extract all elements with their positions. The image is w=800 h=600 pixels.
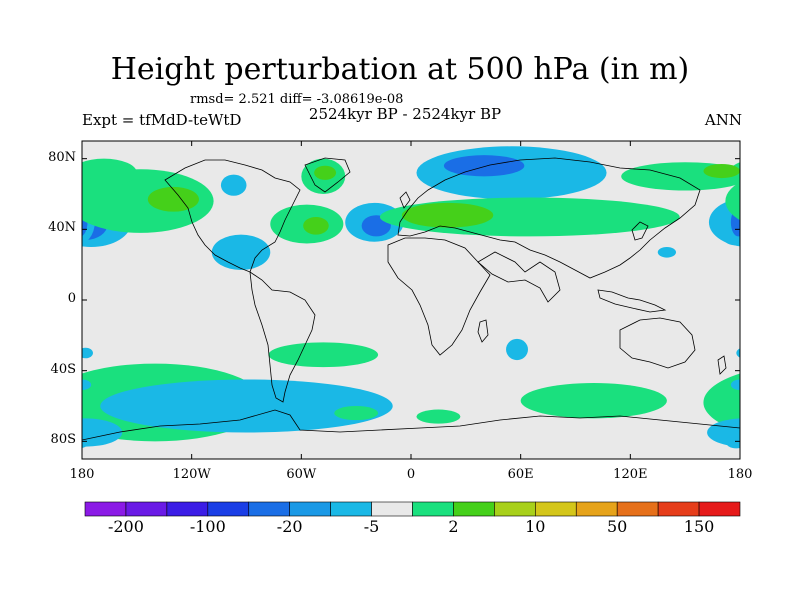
coastline-south-america (249, 271, 316, 403)
colorbar-swatch (575, 501, 618, 517)
anomaly-east-asia-positive (82, 169, 92, 184)
colorbar-label: -5 (363, 517, 380, 536)
colorbar-swatch (412, 501, 454, 517)
axis-ticks (81, 141, 741, 459)
colorbar-swatch (330, 501, 372, 517)
lat-label: 40N (48, 220, 76, 236)
lon-label: 180 (727, 467, 753, 482)
coastline-southeast-asia (597, 289, 667, 313)
anomaly-south-atlantic-small-positive (334, 406, 379, 421)
anomaly-south-pacific-west-negative (707, 418, 740, 447)
anomaly-greenland-core (314, 165, 337, 180)
anomaly-atlantic-core (303, 216, 329, 235)
anomaly-south-indian-positive (520, 383, 667, 419)
coastline-arabia-india (477, 251, 561, 303)
anomaly-southern-pacific-positive (703, 373, 740, 432)
coastline-madagascar (477, 319, 489, 343)
anomaly-south-atlantic-positive (268, 342, 379, 368)
anomaly-arctic-core (443, 155, 525, 177)
colorbar-swatch (248, 501, 290, 517)
lon-label: 180 (69, 467, 95, 482)
coastline-new-zealand (717, 355, 727, 375)
lat-label: 80S (50, 432, 76, 448)
anomaly-southern-pacific-negative (100, 379, 393, 433)
lat-label: 80N (48, 149, 76, 165)
anomaly-east-asia-core (45, 164, 82, 178)
colorbar-swatch (453, 501, 495, 517)
anomaly-europe-core (401, 202, 494, 228)
anomaly-labrador-negative (220, 174, 247, 196)
colorbar-label: 10 (525, 517, 546, 536)
colorbar-swatch (371, 501, 413, 517)
anomaly-east-asia-core (703, 163, 740, 179)
lat-label: 0 (67, 291, 76, 306)
lat-label: 40S (50, 361, 76, 377)
coastlines (82, 157, 740, 441)
colorbar-label: 2 (448, 517, 459, 536)
statistics-line: rmsd= 2.521 diff= -3.08619e-08 (190, 92, 404, 107)
anomaly-alaska-positive (725, 182, 740, 221)
colorbar-swatch (657, 501, 700, 517)
colorbar-label: -20 (276, 517, 303, 536)
lon-label: 120E (613, 467, 648, 482)
colorbar-swatch (494, 501, 536, 517)
coastline-greenland (304, 157, 351, 193)
anomaly-west-pacific-small-negative (657, 247, 677, 258)
coastline-antarctica (82, 409, 740, 441)
colorbar-label: 50 (607, 517, 628, 536)
page-title: Height perturbation at 500 hPa (in m) (110, 52, 690, 87)
colorbar-swatch (289, 501, 331, 517)
period-label: 2524kyr BP - 2524kyr BP (308, 105, 502, 123)
coastline-eurasia (397, 157, 701, 279)
coastline-uk (399, 191, 411, 209)
lon-label: 60E (507, 467, 534, 482)
colorbar-label: -100 (189, 517, 226, 536)
colorbar-swatch (125, 501, 168, 517)
coastline-north-america (164, 159, 301, 273)
anomaly-south-pacific-west-negative (82, 418, 123, 447)
coastline-japan (631, 221, 649, 241)
colorbar-swatch (616, 501, 659, 517)
anomaly-south-atlantic-small-positive-2 (416, 409, 461, 424)
anomaly-pacific-small-negative-2 (82, 379, 92, 391)
anomaly-antarctic-coast-negative (725, 434, 740, 449)
anomaly-pacific-high-lat-positive (82, 158, 137, 187)
anomaly-alaska-core (147, 186, 199, 212)
anomaly-north-america-negative (211, 234, 271, 270)
colorbar-swatch (166, 501, 209, 517)
colorbar-swatch (698, 501, 741, 517)
season-label: ANN (704, 111, 742, 129)
colorbar-swatch (207, 501, 250, 517)
anomaly-indian-ocean-negative (506, 338, 528, 361)
anomaly-pacific-small-negative-2 (730, 379, 740, 391)
lon-label: 0 (406, 467, 416, 482)
lon-label: 120W (172, 467, 211, 482)
colorbar-label: 150 (683, 517, 715, 536)
anomaly-pacific-small-negative (736, 348, 740, 358)
colorbar-swatch (535, 501, 577, 517)
anomaly-pacific-small-negative (82, 347, 93, 359)
experiment-label: Expt = tfMdD-teWtD (82, 111, 242, 129)
colorbar-swatch (84, 501, 127, 517)
coastline-africa (387, 237, 491, 356)
colorbar (84, 501, 741, 517)
lon-label: 60W (286, 467, 317, 482)
coastline-australia (619, 317, 696, 369)
colorbar-label: -200 (107, 517, 144, 536)
